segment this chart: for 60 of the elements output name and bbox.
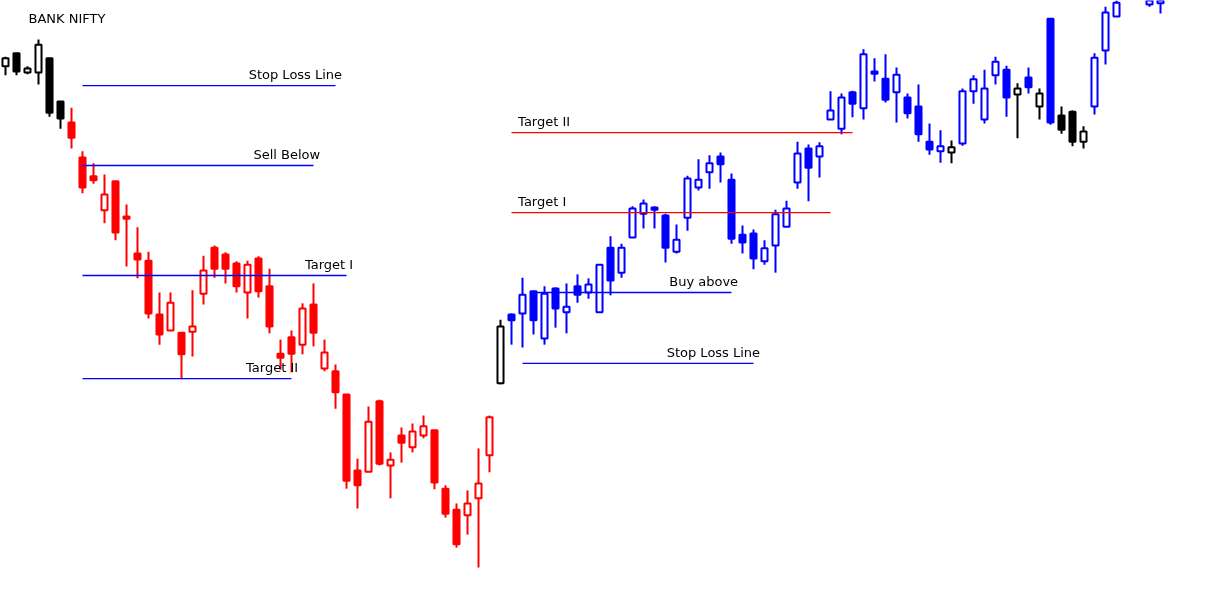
candlestick — [12, 52, 21, 77]
candlestick — [408, 422, 417, 454]
candlestick — [1013, 82, 1022, 140]
candlestick — [705, 154, 714, 190]
candlestick — [947, 139, 956, 165]
candlestick — [760, 239, 769, 266]
series-label: Buy above — [669, 274, 739, 290]
candlestick — [1057, 105, 1066, 135]
candlestick — [199, 254, 208, 306]
candlestick — [133, 226, 142, 280]
candlestick — [331, 363, 340, 410]
candlestick — [188, 289, 197, 358]
candlestick — [56, 100, 65, 130]
candlestick — [122, 203, 131, 268]
candlestick — [210, 244, 219, 279]
candlestick — [1024, 66, 1033, 95]
candlestick — [221, 251, 230, 285]
series-label: Target II — [517, 114, 571, 130]
candlestick — [672, 223, 681, 255]
candlestick — [518, 276, 527, 349]
candlestick — [89, 162, 98, 185]
candlestick — [1035, 87, 1044, 121]
candlestick — [804, 143, 813, 203]
candlestick — [507, 312, 516, 346]
series-label: Stop Loss Line — [248, 67, 343, 83]
candlestick — [155, 291, 164, 346]
candlestick — [694, 158, 703, 192]
candlestick — [650, 205, 659, 230]
text: BANK NIFTY — [28, 10, 106, 26]
candlestick — [353, 457, 362, 510]
candlestick — [397, 426, 406, 464]
candlestick — [925, 122, 934, 156]
candlestick — [1079, 125, 1088, 150]
candlestick — [177, 331, 186, 381]
candlestick — [474, 447, 483, 569]
series-label: Stop Loss Line — [666, 344, 761, 360]
candlestick — [991, 55, 1000, 86]
candlestick — [881, 53, 890, 104]
series-label: Target I — [517, 194, 567, 210]
candlestick — [100, 173, 109, 225]
series-label: Target I — [303, 257, 354, 273]
candlestick — [969, 74, 978, 105]
candlestick — [320, 338, 329, 373]
candlestick — [463, 489, 472, 536]
candlestick — [639, 198, 648, 230]
candlestick — [892, 66, 901, 124]
series-label: Sell Below — [253, 147, 321, 163]
candlestick — [826, 90, 835, 121]
candlestick — [67, 106, 76, 150]
candlestick — [716, 151, 725, 184]
candlestick — [903, 92, 912, 120]
candlestick — [870, 57, 879, 83]
candlestick — [782, 199, 791, 228]
candlestick — [936, 129, 945, 164]
candlestick — [386, 451, 395, 500]
candlestick — [419, 414, 428, 440]
candlestick — [738, 224, 747, 255]
candlestick — [232, 260, 241, 294]
candlestick — [815, 141, 824, 179]
candlestick — [848, 89, 857, 119]
